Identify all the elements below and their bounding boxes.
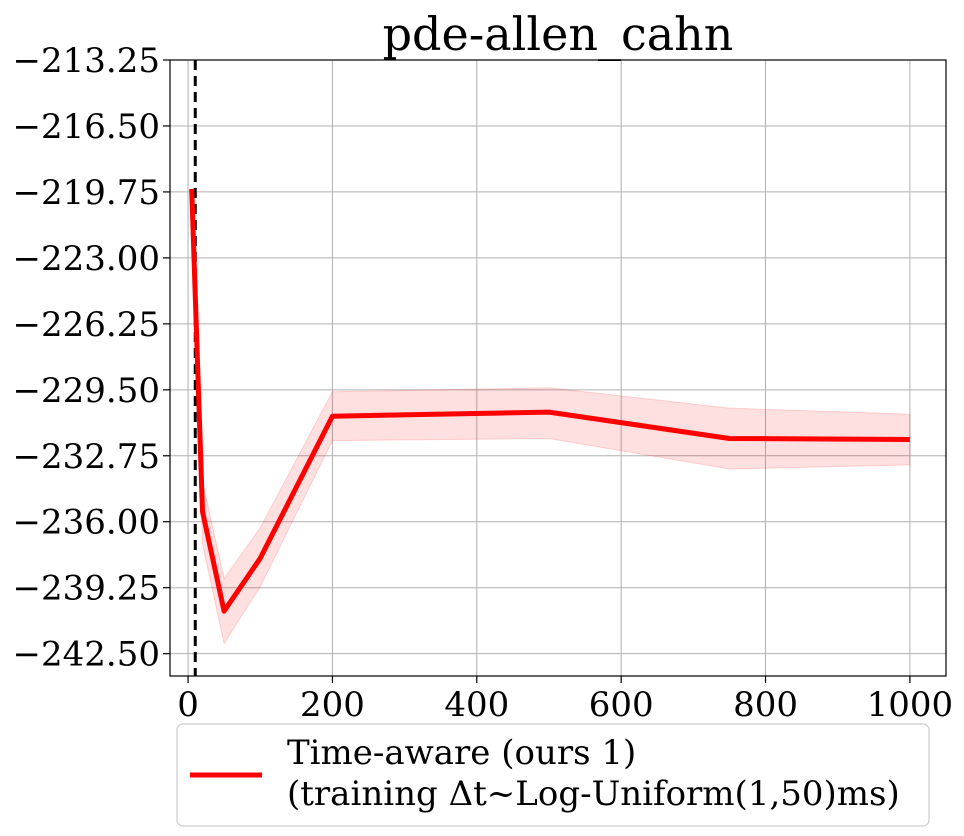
y-tick-label: −242.50 [13,635,160,675]
legend-label-line: Time-aware (ours 1) [287,733,636,773]
legend: Time-aware (ours 1) (training Δt~Log-Unif… [176,723,930,827]
confidence-band [191,188,911,645]
legend-box [176,723,930,827]
legend-label-line: (training Δt~Log-Uniform(1,50)ms) [287,774,900,814]
x-tick-label: 200 [300,685,365,725]
y-tick-label: −216.50 [13,107,160,147]
series-lines [189,188,910,614]
y-axis-ticks: −213.25 −216.50 −219.75 −223.00 −226.25 −229.… [13,41,170,675]
y-tick-label: −213.25 [13,41,160,81]
x-tick-label: 1000 [867,685,954,725]
grid-lines [170,59,946,676]
x-tick-label: 600 [589,685,654,725]
y-tick-label: −239.25 [13,569,160,609]
plot-frame [169,59,947,677]
x-axis-ticks: 0 200 400 600 800 1000 [177,676,953,725]
x-tick-label: 0 [177,685,199,725]
y-tick-label: −232.75 [13,437,160,477]
x-tick-label: 800 [733,685,798,725]
y-tick-label: −226.25 [13,305,160,345]
series-band [191,188,911,645]
legend-label: Time-aware (ours 1) (training Δt~Log-Unif… [287,733,900,814]
y-tick-label: −229.50 [13,371,160,411]
y-tick-label: −223.00 [13,239,160,279]
x-tick-label: 400 [444,685,509,725]
series-line [189,188,910,614]
y-tick-label: −236.00 [13,503,160,543]
y-tick-label: −219.75 [13,173,160,213]
chart-title: pde-allen_cahn [383,7,734,61]
